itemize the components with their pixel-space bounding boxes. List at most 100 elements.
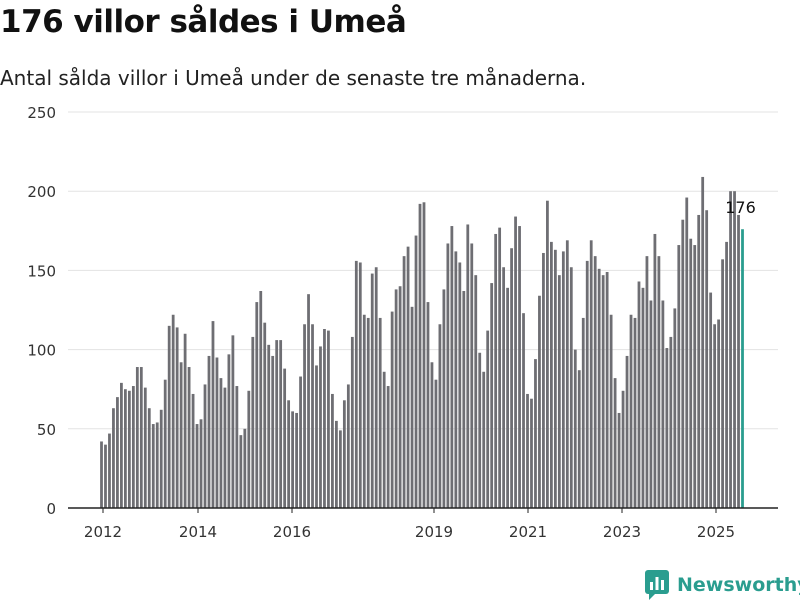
bar: [561, 251, 565, 508]
bar: [342, 400, 346, 508]
x-tick-label: 2019: [415, 523, 453, 541]
bar: [454, 251, 458, 508]
bar: [709, 292, 713, 508]
bar: [466, 224, 470, 509]
page-subtitle: Antal sålda villor i Umeå under de senas…: [0, 66, 587, 90]
bar: [100, 441, 103, 508]
bar: [717, 319, 721, 508]
bar: [143, 387, 147, 508]
bar: [641, 287, 645, 508]
bar: [335, 420, 338, 508]
bar: [418, 203, 422, 508]
bar: [649, 300, 653, 508]
bar: [331, 393, 334, 508]
bar: [522, 313, 525, 508]
bar: [167, 325, 171, 508]
bar: [446, 243, 450, 509]
bar: [104, 444, 107, 508]
bar: [605, 271, 609, 508]
y-tick-label: 100: [27, 342, 56, 360]
bar: [291, 411, 294, 508]
bar: [510, 248, 513, 508]
brand-logo: Newsworthy: [645, 570, 800, 600]
bar: [625, 355, 629, 508]
bar: [227, 354, 231, 508]
bar: [307, 294, 310, 508]
bar: [354, 260, 358, 508]
bar: [546, 200, 549, 509]
bar: [386, 386, 390, 508]
bar: [243, 428, 247, 508]
bar: [163, 379, 167, 508]
bar: [195, 424, 199, 508]
bar: [223, 387, 227, 508]
bar: [629, 314, 633, 508]
bar: [601, 275, 605, 508]
newsworthy-icon: [645, 570, 669, 600]
bar: [358, 262, 362, 508]
bar: [323, 329, 326, 508]
bar: [311, 324, 314, 508]
bar: [155, 422, 159, 508]
bar: [120, 382, 123, 508]
bar: [239, 435, 243, 508]
bar: [279, 340, 283, 508]
bar: [406, 246, 410, 508]
bar: [633, 317, 637, 508]
bar: [581, 317, 585, 508]
bar: [673, 308, 677, 508]
y-tick-label: 250: [27, 104, 56, 122]
bar: [589, 240, 593, 508]
bar: [235, 386, 239, 508]
bar: [661, 300, 665, 508]
bar: [514, 216, 517, 508]
bar: [263, 322, 267, 508]
bar: [139, 367, 143, 508]
bar: [131, 386, 135, 508]
bar: [255, 302, 259, 508]
bar: [327, 330, 330, 508]
bar: [231, 335, 235, 508]
bar: [199, 419, 203, 508]
bar: [438, 324, 442, 508]
bar: [693, 245, 697, 508]
bar: [271, 355, 275, 508]
bar: [741, 229, 744, 508]
bar: [127, 390, 131, 508]
bar: [565, 240, 569, 508]
bar: [637, 281, 641, 508]
data-label: 176: [725, 198, 756, 217]
bar: [597, 268, 601, 508]
bar: [482, 371, 486, 508]
bar: [378, 317, 382, 508]
bar: [370, 273, 374, 508]
bar: [442, 289, 446, 508]
bar: [593, 256, 597, 508]
bar: [374, 267, 378, 508]
bar: [569, 267, 573, 508]
y-tick-label: 200: [27, 183, 56, 201]
bar: [147, 408, 151, 508]
bar: [725, 241, 728, 508]
bar: [713, 324, 717, 508]
bar: [677, 245, 681, 508]
bar: [617, 412, 621, 508]
bar: [534, 359, 537, 508]
bar: [191, 393, 195, 508]
bar: [151, 424, 155, 508]
bar: [621, 390, 625, 508]
bar: [171, 314, 175, 508]
bar: [219, 378, 223, 508]
bar: [187, 367, 191, 508]
bar: [116, 397, 119, 508]
bar: [315, 365, 318, 508]
bar: [573, 349, 577, 508]
bar: [701, 176, 705, 508]
bar: [402, 256, 406, 508]
bar: [721, 259, 724, 508]
bar: [247, 390, 251, 508]
bar: [657, 256, 661, 508]
bar: [478, 352, 482, 508]
bar: [653, 233, 657, 508]
